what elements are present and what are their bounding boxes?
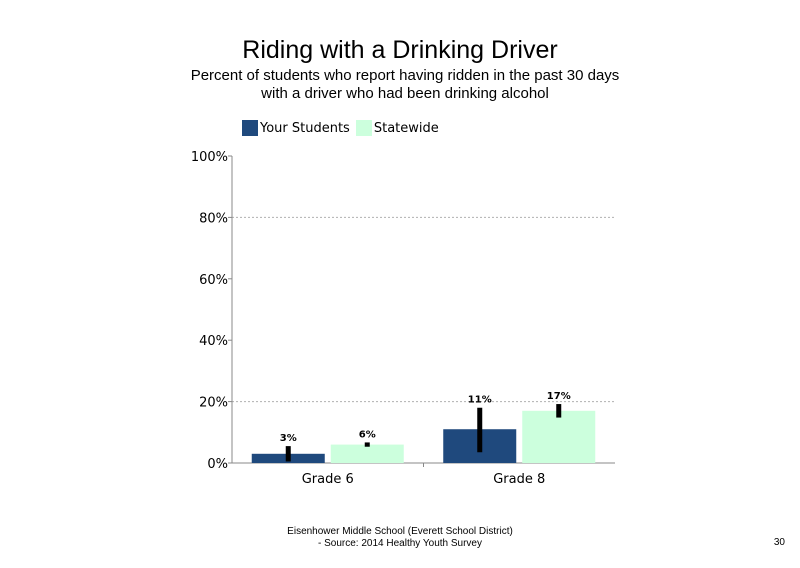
chart-title: Riding with a Drinking Driver <box>242 36 558 64</box>
bar-statewide <box>522 410 596 463</box>
footer: Eisenhower Middle School (Everett School… <box>250 526 550 550</box>
legend-label-statewide: Statewide <box>373 120 439 136</box>
legend-item-statewide: Statewide <box>355 120 439 136</box>
error-bar <box>364 442 370 447</box>
legend-swatch-your-students <box>242 120 258 136</box>
x-tick-label: Grade 6 <box>302 472 354 487</box>
footer-school: Eisenhower Middle School (Everett School… <box>287 526 513 537</box>
legend-label-your-students: Your Students <box>260 120 350 136</box>
error-bar <box>477 407 483 453</box>
bar-statewide <box>330 444 404 463</box>
chart-subtitle-line1: Percent of students who report having ri… <box>190 67 620 84</box>
y-tick-label: 20% <box>199 396 228 411</box>
data-label: 11% <box>468 395 492 406</box>
data-label: 17% <box>547 391 571 402</box>
legend-item-your-students: Your Students <box>242 120 350 136</box>
data-label: 3% <box>280 433 297 444</box>
footer-source: - Source: 2014 Healthy Youth Survey <box>318 538 482 549</box>
chart-legend: Your Students Statewide <box>242 118 445 138</box>
legend-swatch-statewide <box>355 120 372 136</box>
y-tick-label: 60% <box>199 273 228 288</box>
error-bar <box>556 404 562 418</box>
y-tick-label: 100% <box>191 150 228 165</box>
page-number: 30 <box>773 537 785 548</box>
y-tick-label: 40% <box>199 334 228 349</box>
x-tick-label: Grade 8 <box>493 472 545 487</box>
error-bar <box>285 446 291 462</box>
data-label: 6% <box>359 429 376 440</box>
y-tick-label: 0% <box>207 457 228 472</box>
chart-subtitle-line2: with a driver who had been drinking alco… <box>261 85 549 102</box>
chart-subtitle: Percent of students who report having ri… <box>175 67 635 117</box>
y-tick-label: 80% <box>199 211 228 226</box>
